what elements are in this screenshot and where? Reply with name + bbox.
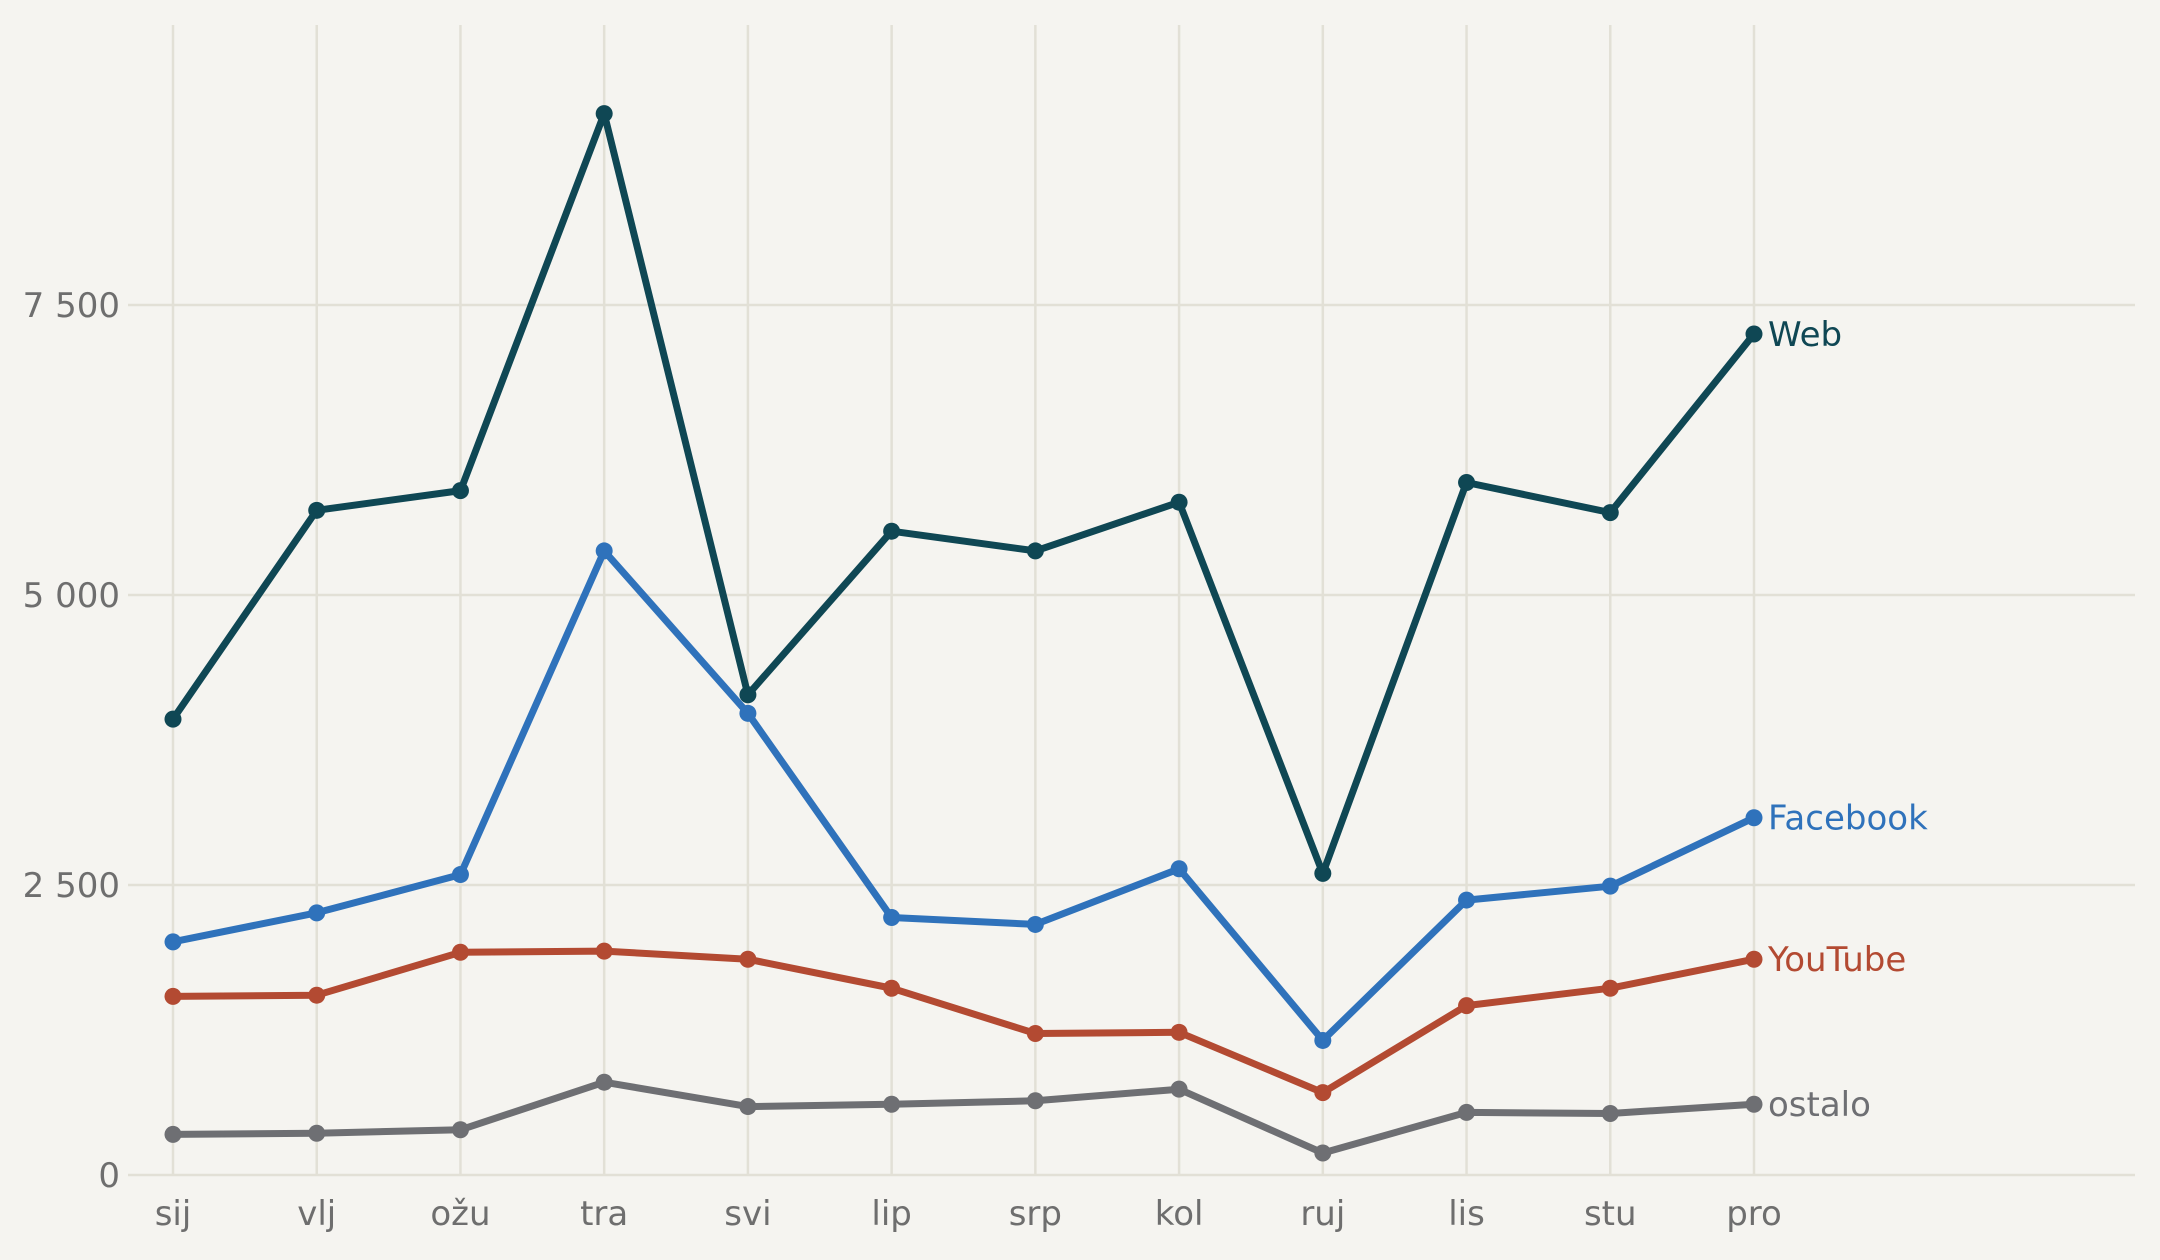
data-point [1314,864,1332,882]
data-point [595,105,613,123]
x-tick-label: ožu [430,1194,490,1234]
data-point [308,986,326,1004]
x-tick-label: sij [155,1194,192,1234]
data-point [883,522,901,540]
data-point [164,987,182,1005]
data-point [164,1125,182,1143]
y-tick-label: 0 [98,1156,120,1196]
grid [128,25,2135,1177]
x-tick-label: svi [724,1194,771,1234]
data-point [308,1124,326,1142]
data-point [1026,915,1044,933]
x-tick-label: tra [580,1194,628,1234]
data-point [1026,1024,1044,1042]
x-tick-label: stu [1584,1194,1637,1234]
data-point [308,904,326,922]
data-point [595,542,613,560]
series-label: Facebook [1768,799,1928,839]
series-label: ostalo [1768,1085,1871,1125]
data-point [1601,877,1619,895]
data-point [1314,1144,1332,1162]
data-point [451,866,469,884]
data-point [1601,1105,1619,1123]
data-point [1170,1080,1188,1098]
series-line [169,110,1758,877]
data-point [1314,1031,1332,1049]
data-point [451,943,469,961]
data-point [1745,950,1763,968]
data-point [1745,325,1763,343]
data-point [164,710,182,728]
data-point [883,908,901,926]
y-tick-label: 7 500 [23,286,120,326]
data-point [883,1095,901,1113]
data-point [1170,1023,1188,1041]
data-point [451,1121,469,1139]
y-axis-ticks: 0 2 500 5 000 7 500 [23,286,120,1196]
data-point [1026,542,1044,560]
data-point [883,979,901,997]
data-point [1458,473,1476,491]
x-tick-label: ruj [1300,1194,1345,1234]
series-label: Web [1768,315,1842,355]
data-point [1170,860,1188,878]
series-web: Web [164,105,1842,882]
series-youtube: YouTube [164,940,1906,1102]
data-point [164,933,182,951]
data-point [1026,1092,1044,1110]
data-point [595,1073,613,1091]
data-point [1745,1095,1763,1113]
series-label: YouTube [1767,940,1906,980]
data-point [739,1098,757,1116]
data-point [1314,1084,1332,1102]
data-point [1458,891,1476,909]
series-facebook: Facebook [164,542,1928,1049]
data-point [739,950,757,968]
data-point [1601,504,1619,522]
x-tick-label: pro [1726,1194,1782,1234]
x-tick-label: vlj [297,1194,336,1234]
series-group: Web Facebook YouTube ostalo [164,105,1928,1162]
x-axis-ticks: sij vlj ožu tra svi lip srp kol ruj lis stu pro [155,1194,1782,1234]
series-line [169,947,1758,1097]
series-line [169,547,1758,1044]
data-point [1458,997,1476,1015]
data-point [595,942,613,960]
y-tick-label: 5 000 [23,576,120,616]
data-point [1458,1103,1476,1121]
data-point [1601,979,1619,997]
series-ostalo: ostalo [164,1073,1871,1162]
x-tick-label: kol [1155,1194,1204,1234]
data-point [739,704,757,722]
data-point [1745,809,1763,827]
series-line [169,1078,1758,1157]
x-tick-label: srp [1009,1194,1062,1234]
data-point [739,686,757,704]
x-tick-label: lip [871,1194,911,1234]
x-tick-label: lis [1448,1194,1485,1234]
y-tick-label: 2 500 [23,866,120,906]
data-point [1170,493,1188,511]
data-point [451,482,469,500]
data-point [308,501,326,519]
